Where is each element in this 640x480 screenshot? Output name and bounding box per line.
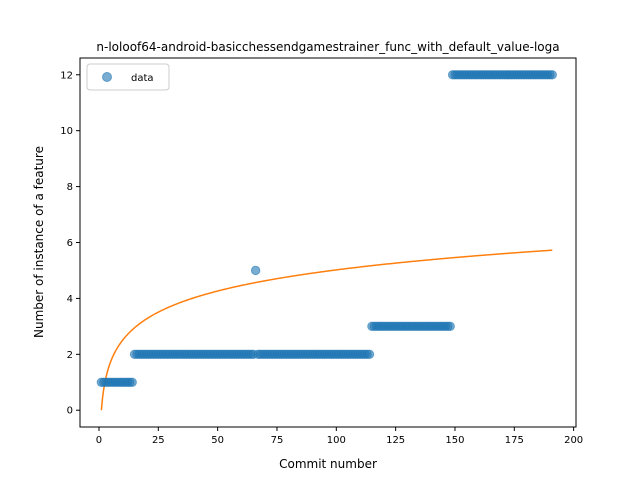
y-tick-label: 8 <box>67 182 73 193</box>
fit-line-layer <box>100 249 553 411</box>
x-tick-label: 75 <box>271 435 284 446</box>
data-points-layer <box>96 70 557 387</box>
y-axis-label: Number of instance of a feature <box>32 146 46 338</box>
x-tick-label: 25 <box>152 435 165 446</box>
x-axis-label: Commit number <box>279 457 377 471</box>
data-point <box>547 70 557 80</box>
x-tick-label: 150 <box>445 435 464 446</box>
y-tick-label: 0 <box>67 406 73 417</box>
legend-frame <box>86 63 170 91</box>
x-tick-label: 0 <box>96 435 102 446</box>
data-point <box>364 349 375 360</box>
x-tick-label: 50 <box>211 435 224 446</box>
chart-title: n-loloof64-android-basicchessendgamestra… <box>96 40 559 54</box>
y-tick-label: 6 <box>67 238 73 249</box>
x-tick-label: 200 <box>564 435 583 446</box>
data-point <box>250 265 261 276</box>
y-tick-label: 10 <box>60 126 73 137</box>
y-tick-label: 4 <box>67 294 73 305</box>
x-tick-label: 125 <box>386 435 405 446</box>
y-tick-label: 12 <box>60 70 73 81</box>
x-tick-label: 175 <box>505 435 524 446</box>
legend: data <box>86 63 170 91</box>
y-tick-label: 2 <box>67 350 73 361</box>
legend-marker-data <box>102 72 112 82</box>
data-point <box>445 321 455 332</box>
data-point <box>127 377 137 387</box>
fit-line <box>100 249 553 411</box>
legend-label-data: data <box>131 73 154 84</box>
x-tick-label: 100 <box>327 435 346 446</box>
ticks-layer: 0 25 50 75 100 125 150 175 200 0 2 4 6 8 10 12 <box>60 70 583 446</box>
